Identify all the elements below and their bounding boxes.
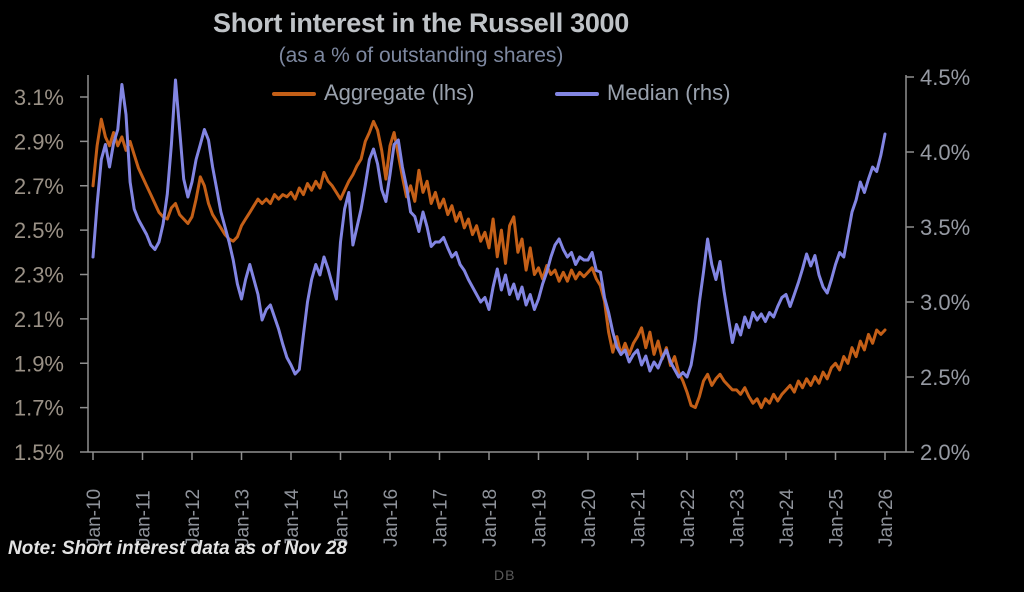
x-axis-tick-label: Jan-13 [233, 489, 254, 547]
aggregate-line-swatch [272, 92, 316, 96]
chart-title: Short interest in the Russell 3000 [213, 8, 629, 38]
x-axis-tick-label: Jan-10 [84, 489, 105, 547]
x-axis-tick-label: Jan-15 [332, 489, 353, 547]
axes [87, 75, 907, 453]
legend-label-median: Median (rhs) [607, 80, 731, 105]
left-axis-tick-label: 1.7% [14, 396, 64, 421]
chart-header: Short interest in the Russell 3000 (as a… [0, 0, 842, 68]
aggregate-series-line [91, 117, 887, 410]
x-axis-tick-label: Jan-14 [282, 488, 303, 547]
left-axis-tick-label: 2.3% [14, 263, 64, 288]
x-axis-tick-label: Jan-11 [134, 490, 155, 547]
x-axis-tick-label: Jan-26 [876, 489, 897, 547]
x-axis-tick-label: Jan-19 [530, 489, 551, 547]
left-axis-ticks: 3.1% 2.9% 2.7% 2.5% 2.3% 2.1% 1.9% 1.7% 1.5% [14, 85, 88, 465]
x-axis-ticks: Jan-10 Jan-11 Jan-12 Jan-13 Jan-14 Jan-15 Jan-… [84, 452, 897, 547]
right-axis-ticks: 4.5% 4.0% 3.5% 3.0% 2.5% 2.0% [906, 65, 970, 465]
right-axis-tick-label: 4.5% [920, 65, 970, 90]
left-axis-tick-label: 1.9% [14, 351, 64, 376]
left-axis-tick-label: 2.5% [14, 218, 64, 243]
x-axis-tick-label: Jan-24 [777, 488, 798, 547]
source-branding: DB [494, 567, 516, 583]
left-axis-tick-label: 1.5% [14, 440, 64, 465]
x-axis-tick-label: Jan-16 [381, 489, 402, 547]
median-line-swatch [555, 92, 599, 96]
right-axis-tick-label: 2.5% [920, 365, 970, 390]
left-axis-tick-label: 2.9% [14, 129, 64, 154]
right-axis-tick-label: 4.0% [920, 140, 970, 165]
left-axis-tick-label: 2.1% [14, 307, 64, 332]
x-axis-tick-label: Jan-22 [678, 489, 699, 547]
x-axis-tick-label: Jan-17 [431, 489, 452, 547]
x-axis-tick-label: Jan-18 [480, 489, 501, 547]
x-axis-tick-label: Jan-12 [183, 489, 204, 547]
right-axis-tick-label: 3.5% [920, 215, 970, 240]
left-axis-tick-label: 2.7% [14, 174, 64, 199]
legend-label-aggregate: Aggregate (lhs) [324, 80, 475, 105]
x-axis-tick-label: Jan-21 [629, 489, 650, 547]
right-axis-tick-label: 2.0% [920, 440, 970, 465]
x-axis-tick-label: Jan-23 [728, 489, 749, 547]
x-axis-tick-label: Jan-25 [827, 489, 848, 547]
x-axis-tick-label: Jan-20 [579, 489, 600, 547]
median-series-line [91, 78, 887, 379]
chart-subtitle: (as a % of outstanding shares) [278, 44, 564, 67]
right-axis-tick-label: 3.0% [920, 290, 970, 315]
footnote: Note: Short interest data as of Nov 28 [8, 538, 347, 559]
left-axis-tick-label: 3.1% [14, 85, 64, 110]
